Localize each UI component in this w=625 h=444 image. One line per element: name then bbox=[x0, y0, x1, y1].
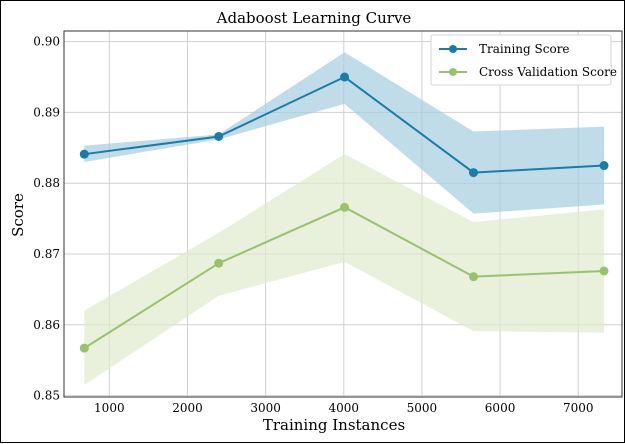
point-series-1 bbox=[79, 343, 89, 353]
y-axis-label: Score bbox=[9, 193, 27, 237]
point-series-0 bbox=[469, 168, 479, 178]
y-tick-label: 0.88 bbox=[33, 176, 60, 190]
point-series-1 bbox=[214, 258, 224, 268]
point-series-1 bbox=[599, 266, 609, 276]
x-tick-label: 6000 bbox=[485, 401, 516, 415]
x-tick-label: 1000 bbox=[94, 401, 125, 415]
point-series-0 bbox=[340, 72, 350, 82]
legend-box bbox=[430, 34, 612, 86]
y-tick-label: 0.90 bbox=[33, 35, 60, 49]
x-tick-label: 4000 bbox=[329, 401, 360, 415]
point-series-1 bbox=[469, 272, 479, 282]
legend-label-cv: Cross Validation Score bbox=[479, 65, 617, 79]
x-tick-label: 2000 bbox=[172, 401, 203, 415]
plot-border bbox=[63, 30, 623, 398]
point-series-0 bbox=[79, 149, 89, 159]
score-points bbox=[79, 72, 609, 353]
x-axis-label: Training Instances bbox=[263, 416, 405, 434]
legend-marker-training bbox=[449, 45, 457, 53]
legend-label-training: Training Score bbox=[479, 42, 570, 56]
point-series-1 bbox=[340, 202, 350, 212]
x-tick-label: 7000 bbox=[563, 401, 594, 415]
band-series-1 bbox=[84, 154, 605, 385]
point-series-0 bbox=[599, 161, 609, 171]
point-series-0 bbox=[214, 131, 224, 141]
chart-title: Adaboost Learning Curve bbox=[216, 9, 412, 27]
x-tick-label: 5000 bbox=[407, 401, 438, 415]
y-tick-label: 0.85 bbox=[33, 389, 60, 403]
y-tick-label: 0.86 bbox=[33, 318, 60, 332]
x-axis-ticks: 1000 2000 3000 4000 5000 6000 7000 bbox=[94, 401, 593, 415]
x-tick-label: 3000 bbox=[250, 401, 281, 415]
legend: Training Score Cross Validation Score bbox=[430, 34, 617, 86]
legend-marker-cv bbox=[449, 68, 457, 76]
y-tick-label: 0.87 bbox=[33, 247, 60, 261]
y-axis-ticks: 0.85 0.86 0.87 0.88 0.89 0.90 bbox=[33, 35, 60, 403]
y-tick-label: 0.89 bbox=[33, 105, 60, 119]
